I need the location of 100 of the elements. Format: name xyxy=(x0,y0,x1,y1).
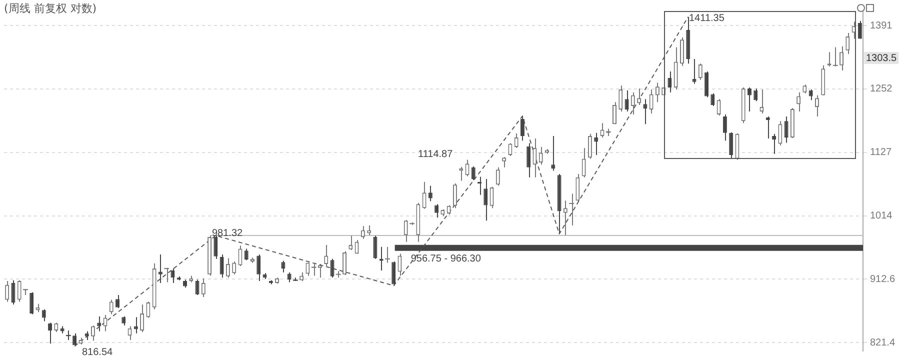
candlestick xyxy=(814,94,819,118)
candlestick xyxy=(624,90,629,112)
chart-title: (周线 前复权 对数) xyxy=(4,1,97,16)
y-tick-label: 1014 xyxy=(870,210,893,222)
candlestick xyxy=(766,116,770,140)
candlestick xyxy=(5,280,10,302)
candlestick xyxy=(520,116,524,142)
candlestick xyxy=(170,268,175,284)
line-series xyxy=(74,16,689,347)
candlestick xyxy=(324,244,328,266)
candlestick xyxy=(404,220,408,242)
candlestick xyxy=(618,85,623,112)
candlestick xyxy=(434,204,439,218)
candlestick xyxy=(422,181,426,210)
candlestick xyxy=(446,204,451,216)
candlestick xyxy=(97,316,102,332)
candlestick xyxy=(538,146,543,166)
candlestick xyxy=(392,260,396,286)
candlestick xyxy=(201,278,206,298)
candlestick xyxy=(649,88,654,114)
candlestick xyxy=(563,200,568,236)
candlestick xyxy=(471,166,476,181)
candlestick xyxy=(508,142,512,157)
candlestick xyxy=(348,235,353,251)
candlestick xyxy=(109,299,114,315)
candlestick xyxy=(858,20,862,40)
candlestick xyxy=(840,46,844,72)
candlestick xyxy=(630,92,635,116)
candlestick xyxy=(514,132,518,149)
candlestick xyxy=(502,156,506,168)
candlestick xyxy=(735,132,740,160)
y-tick-label: 912.6 xyxy=(870,274,896,285)
annotation: 981.32 xyxy=(212,228,244,239)
text: 1303.5 xyxy=(866,52,898,64)
candlestick xyxy=(452,183,457,209)
candlestick xyxy=(116,294,120,309)
candlestick xyxy=(698,63,702,80)
candlestick xyxy=(490,186,494,209)
candlestick xyxy=(48,322,52,344)
candlestick xyxy=(360,226,365,240)
candlestick xyxy=(526,142,531,178)
candlestick xyxy=(281,260,286,273)
candlestick xyxy=(576,174,580,202)
candlestick xyxy=(232,260,236,275)
candlestick xyxy=(846,32,850,54)
candlestick xyxy=(72,332,77,347)
candlestick xyxy=(140,304,144,332)
candlestick xyxy=(710,92,715,107)
candlestick xyxy=(214,235,218,260)
candlestick xyxy=(582,148,586,178)
candlestick xyxy=(128,326,132,340)
candlestick xyxy=(306,262,310,276)
candlestick xyxy=(704,70,709,98)
candlestick xyxy=(256,254,261,282)
candlestick xyxy=(373,235,378,260)
y-tick-label: 821.4 xyxy=(870,337,896,348)
candlestick xyxy=(17,280,22,302)
candlestick xyxy=(330,258,334,278)
y-tick-label: 1252 xyxy=(870,84,893,95)
candlestick xyxy=(796,92,801,112)
candlestick xyxy=(716,98,721,116)
candlestick xyxy=(244,248,248,261)
candlestick xyxy=(428,185,432,202)
candlestick xyxy=(612,102,616,125)
candlestick xyxy=(354,240,359,254)
candlestick xyxy=(30,292,34,315)
candlestick xyxy=(54,322,58,332)
candlestick xyxy=(146,301,150,318)
candlestick xyxy=(496,166,500,186)
candlestick xyxy=(551,135,556,172)
candlestick xyxy=(668,70,672,93)
candlestick xyxy=(103,314,108,332)
candlestick xyxy=(600,122,604,138)
band-label: 956.75 - 966.30 xyxy=(410,254,482,265)
candlestick xyxy=(747,87,752,112)
annotation: 1114.87 xyxy=(418,148,454,160)
candlestick xyxy=(772,133,776,154)
candlestick xyxy=(342,250,347,276)
candlestick xyxy=(367,224,372,236)
candlestick xyxy=(90,325,95,342)
candlestick xyxy=(760,88,764,114)
candlestick xyxy=(484,178,488,222)
candlestick xyxy=(195,279,200,296)
candlestick xyxy=(784,116,788,144)
candlestick xyxy=(754,88,758,102)
candlestick xyxy=(220,254,224,278)
candlestick xyxy=(42,308,46,322)
candlestick xyxy=(238,245,242,266)
candlestick xyxy=(674,46,678,90)
y-tick-label: 1127 xyxy=(870,147,892,158)
candlestick xyxy=(655,82,660,103)
candlestick xyxy=(226,258,230,278)
candlestick xyxy=(532,138,537,178)
candlestick xyxy=(588,133,592,160)
candlestick xyxy=(122,316,126,326)
candlestick xyxy=(680,36,684,66)
candlestick xyxy=(594,132,598,156)
candlestick xyxy=(643,98,648,125)
candlestick xyxy=(808,88,813,101)
candlestick xyxy=(287,272,292,283)
